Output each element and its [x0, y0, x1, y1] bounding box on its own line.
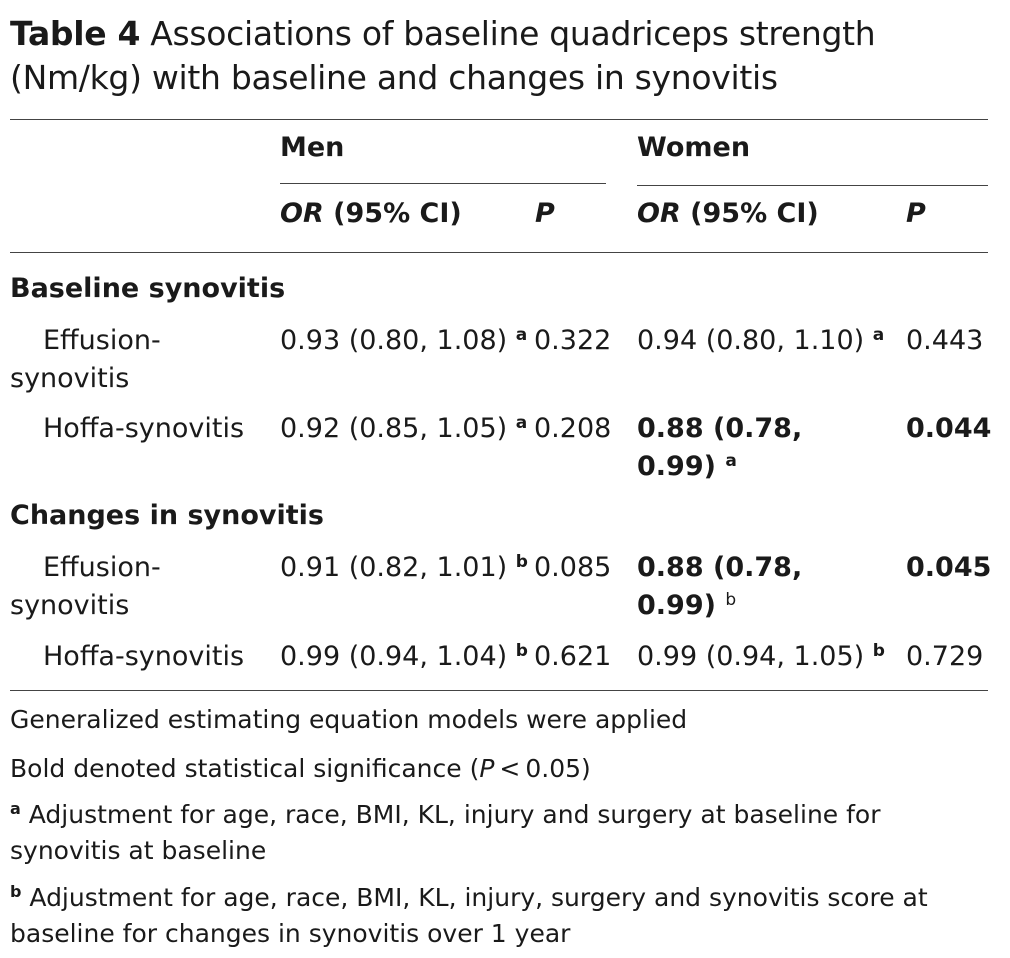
- men-or-value: 0.93 (0.80, 1.08): [280, 325, 508, 356]
- men-p-label: P: [535, 198, 555, 229]
- women-or-line2-wrap: 0.99) b: [637, 587, 802, 625]
- women-p-cell: 0.044: [906, 413, 992, 444]
- men-or-value: 0.99 (0.94, 1.04): [280, 641, 508, 672]
- bottom-rule: [10, 690, 988, 691]
- men-p-cell: 0.208: [534, 413, 612, 444]
- women-or-cell: 0.88 (0.78, 0.99) b: [637, 549, 802, 625]
- men-or-cell: 0.99 (0.94, 1.04) b: [280, 638, 528, 676]
- section-title-changes: Changes in synovitis: [10, 500, 324, 531]
- women-ci-text: (95% CI): [680, 198, 819, 229]
- men-p-header: P: [535, 198, 555, 229]
- footnote-mark: a: [515, 413, 528, 433]
- women-or-line1: 0.88 (0.78,: [637, 413, 803, 444]
- footnote-bold: Bold denoted statistical significance (P…: [10, 751, 591, 787]
- women-or-cell: 0.94 (0.80, 1.10) a: [637, 322, 884, 360]
- women-or-header: OR (95% CI): [637, 198, 819, 229]
- footnote-bold-suffix: < 0.05): [494, 754, 591, 783]
- footnote-bold-prefix: Bold denoted statistical significance (: [10, 754, 480, 783]
- men-ci-text: (95% CI): [323, 198, 462, 229]
- footnote-a-mark: a: [10, 799, 21, 818]
- men-group-rule: [280, 183, 606, 184]
- women-or-abbr: OR: [637, 198, 681, 229]
- group-header-women: Women: [637, 132, 751, 163]
- men-p-cell: 0.621: [534, 641, 612, 672]
- footnote-mark: b: [515, 641, 528, 661]
- footnote-mark: a: [872, 325, 885, 345]
- women-group-rule: [637, 185, 988, 186]
- men-or-abbr: OR: [280, 198, 324, 229]
- section-title-baseline: Baseline synovitis: [10, 273, 286, 304]
- row-label-effusion-changes: Effusion- synovitis: [10, 549, 161, 625]
- footnote-mark: a: [725, 451, 737, 471]
- footnote-mark: b: [515, 552, 528, 572]
- women-p-label: P: [906, 198, 926, 229]
- row-label-line2: synovitis: [10, 590, 130, 621]
- women-p-header: P: [906, 198, 926, 229]
- header-rule: [10, 252, 988, 253]
- women-or-value: 0.99 (0.94, 1.05): [637, 641, 865, 672]
- row-label-hoffa-changes: Hoffa-synovitis: [10, 638, 244, 676]
- women-or-cell: 0.88 (0.78, 0.99) a: [637, 410, 802, 486]
- table-caption: Table 4 Associations of baseline quadrice…: [10, 12, 995, 100]
- men-or-cell: 0.93 (0.80, 1.08) a: [280, 322, 527, 360]
- women-or-line2: 0.99): [637, 451, 716, 482]
- women-or-line2: 0.99): [637, 590, 716, 621]
- women-p-cell: 0.443: [906, 325, 984, 356]
- women-p-cell: 0.045: [906, 552, 992, 583]
- footnote-b: b Adjustment for age, race, BMI, KL, inj…: [10, 880, 1000, 952]
- row-label-line1: Effusion-: [43, 552, 161, 583]
- row-label-line1: Effusion-: [43, 325, 161, 356]
- men-or-header: OR (95% CI): [280, 198, 462, 229]
- men-p-cell: 0.322: [534, 325, 612, 356]
- footnote-mark: a: [515, 325, 528, 345]
- footnote-bold-p: P: [479, 754, 495, 783]
- men-p-cell: 0.085: [534, 552, 612, 583]
- footnote-mark: b: [872, 641, 885, 661]
- row-label-line2: synovitis: [10, 363, 130, 394]
- footnote-b-mark: b: [10, 882, 22, 901]
- table-title: Associations of baseline quadriceps stre…: [10, 14, 876, 97]
- footnote-b-text: Adjustment for age, race, BMI, KL, injur…: [10, 883, 928, 948]
- men-or-value: 0.91 (0.82, 1.01): [280, 552, 508, 583]
- row-label-effusion-baseline: Effusion- synovitis: [10, 322, 161, 398]
- row-label-line1: Hoffa-synovitis: [43, 413, 245, 444]
- footnote-a: a Adjustment for age, race, BMI, KL, inj…: [10, 797, 970, 869]
- men-or-cell: 0.91 (0.82, 1.01) b: [280, 549, 528, 587]
- women-or-cell: 0.99 (0.94, 1.05) b: [637, 638, 885, 676]
- women-or-line1: 0.88 (0.78,: [637, 552, 803, 583]
- row-label-line1: Hoffa-synovitis: [43, 641, 245, 672]
- footnote-mark: b: [725, 590, 737, 610]
- group-header-men: Men: [280, 132, 345, 163]
- women-or-value: 0.94 (0.80, 1.10): [637, 325, 865, 356]
- footnote-a-text: Adjustment for age, race, BMI, KL, injur…: [10, 800, 881, 865]
- women-p-cell: 0.729: [906, 641, 984, 672]
- table-label: Table 4: [10, 14, 141, 53]
- men-or-cell: 0.92 (0.85, 1.05) a: [280, 410, 527, 448]
- footnote-gee: Generalized estimating equation models w…: [10, 705, 688, 734]
- top-rule: [10, 119, 988, 120]
- women-or-line2-wrap: 0.99) a: [637, 448, 802, 486]
- row-label-hoffa-baseline: Hoffa-synovitis: [10, 410, 244, 448]
- men-or-value: 0.92 (0.85, 1.05): [280, 413, 508, 444]
